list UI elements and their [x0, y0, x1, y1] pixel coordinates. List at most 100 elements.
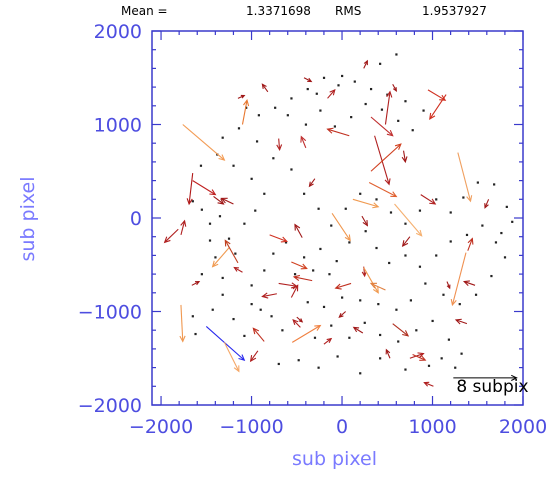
y-tick-label: 2000	[94, 21, 142, 43]
small-vector	[245, 106, 248, 109]
small-vector	[221, 293, 224, 296]
displacement-vector	[384, 90, 393, 125]
arrow-head	[224, 239, 231, 247]
displacement-vector	[370, 116, 394, 137]
arrow-head	[329, 88, 336, 96]
small-vector	[458, 303, 461, 306]
arrow-head	[180, 219, 187, 227]
arrow-head	[326, 337, 333, 343]
arrow-head	[240, 94, 246, 99]
displacement-vector	[241, 98, 250, 125]
arrow-head	[392, 87, 397, 92]
small-vector	[284, 241, 288, 244]
arrow-shaft	[402, 236, 411, 247]
arrow-head	[308, 181, 314, 188]
small-vector	[404, 368, 407, 371]
arrow-shaft	[455, 319, 468, 325]
small-vector	[377, 303, 380, 306]
small-vector	[379, 62, 382, 65]
arrow-shaft	[467, 238, 473, 251]
small-vector	[330, 324, 333, 327]
small-vector	[418, 265, 422, 268]
arrow-head	[238, 354, 246, 361]
displacement-vector	[191, 280, 201, 286]
arrow-shaft	[212, 247, 230, 267]
arrow-head	[261, 83, 267, 89]
arrow-head	[252, 327, 260, 335]
displacement-vector	[327, 88, 336, 99]
displacement-vector	[323, 337, 333, 345]
arrow-head	[390, 191, 398, 198]
arrow-head	[439, 94, 447, 101]
displacement-vector	[261, 292, 277, 299]
small-vector	[313, 336, 317, 339]
small-vector	[431, 319, 434, 323]
small-vector	[306, 301, 309, 304]
displacement-vector	[370, 143, 402, 172]
small-vector	[303, 256, 306, 259]
small-vector	[312, 269, 315, 272]
small-vector	[447, 338, 450, 341]
mean-value: 1.3371698	[246, 4, 311, 18]
small-vector	[330, 224, 333, 227]
small-vector	[481, 224, 484, 227]
y-tick-label: −2000	[78, 395, 142, 417]
arrow-shaft	[363, 60, 368, 69]
arrow-shaft	[363, 267, 379, 294]
y-tick-label: −1000	[78, 302, 142, 324]
small-vector	[315, 92, 318, 95]
scale-arrow	[453, 374, 518, 381]
displacement-vector	[338, 311, 347, 318]
displacement-vector	[392, 323, 410, 337]
arrow-head	[243, 98, 250, 107]
small-vector	[389, 211, 393, 214]
small-vector	[503, 256, 507, 259]
small-vector	[418, 209, 422, 212]
arrow-head	[209, 189, 217, 196]
displacement-vector	[385, 348, 391, 359]
arrow-shaft	[291, 261, 307, 269]
small-vector	[232, 317, 235, 321]
small-vector	[375, 246, 378, 250]
small-vector	[379, 333, 382, 337]
arrow-shaft	[370, 143, 402, 172]
arrow-head	[484, 203, 489, 209]
arrow-shaft	[290, 285, 299, 298]
arrow-head	[233, 365, 240, 373]
arrow-shaft	[224, 240, 239, 264]
small-vector	[286, 114, 289, 117]
scale-label: 8 subpix	[456, 377, 528, 397]
displacement-vector	[180, 219, 187, 235]
displacement-vector	[261, 83, 269, 93]
arrow-shaft	[241, 100, 248, 125]
arrow-shaft	[353, 326, 364, 334]
small-vector	[200, 208, 203, 211]
arrow-head	[276, 144, 283, 152]
arrow-head	[300, 263, 308, 270]
displacement-vector	[484, 199, 490, 209]
arrow-shaft	[223, 342, 240, 372]
small-vector	[350, 116, 353, 119]
arrow-head	[394, 143, 402, 150]
displacement-vector	[361, 215, 368, 227]
displacement-vector	[291, 324, 322, 343]
small-vector	[341, 296, 344, 299]
displacement-vector	[446, 281, 451, 290]
small-vector	[237, 127, 241, 130]
small-vector	[415, 329, 418, 332]
arrow-head	[429, 112, 436, 120]
arrow-head	[344, 234, 351, 242]
small-vector	[218, 215, 222, 218]
y-tick-label: 1000	[94, 115, 142, 137]
small-vector	[505, 205, 508, 208]
arrow-shaft	[420, 194, 436, 205]
arrow-shaft	[252, 327, 265, 342]
y-axis-title: sub pixel	[17, 176, 39, 262]
displacement-vector	[237, 94, 246, 99]
small-vector	[335, 260, 338, 263]
arrow-head	[194, 280, 201, 286]
tick-label-layer: −2000 −1000 0 1000 2000 −2000 −1000 0 1000 2000 8 …	[78, 21, 547, 438]
small-vector	[388, 261, 391, 265]
small-vector	[290, 97, 293, 100]
arrow-shaft	[370, 116, 394, 137]
